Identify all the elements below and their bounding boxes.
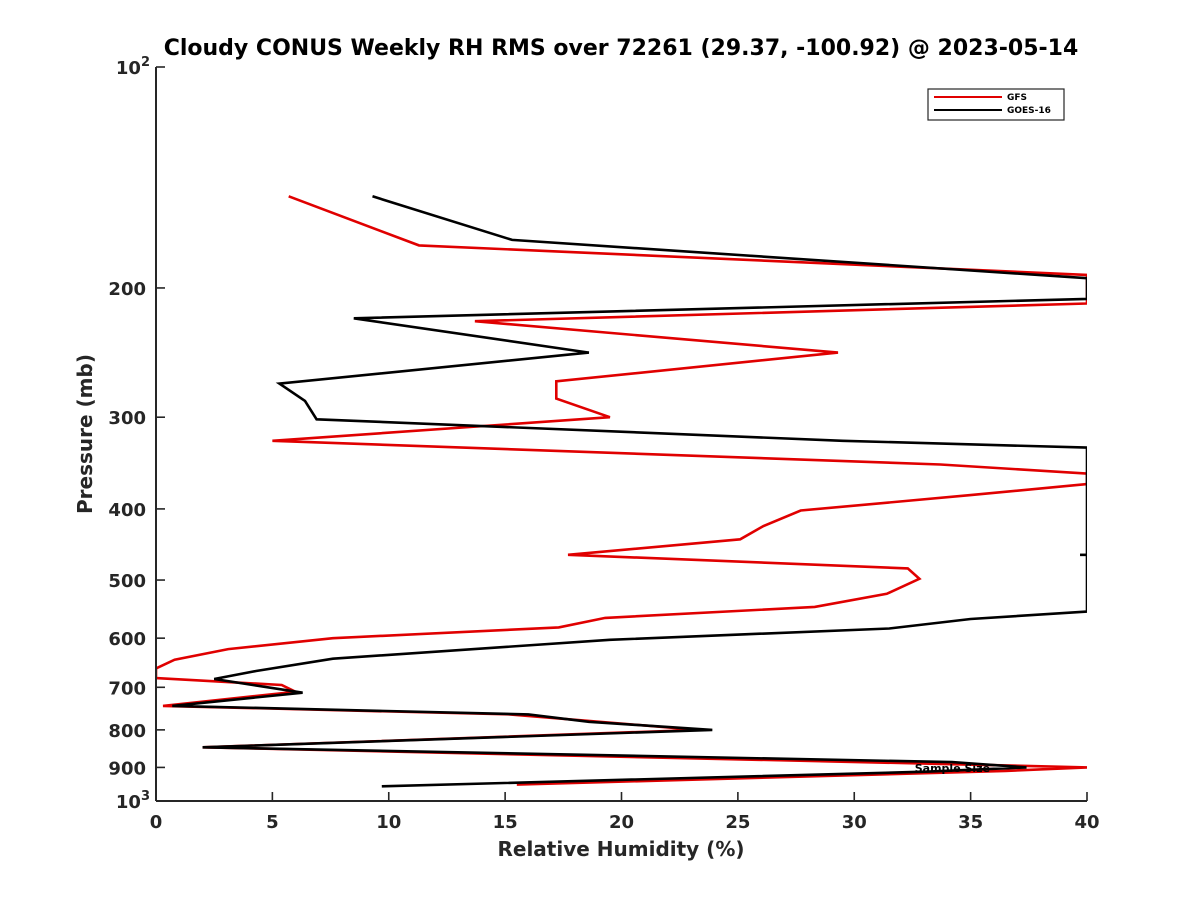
y-tick-label: 102 [116, 55, 150, 79]
y-tick-label: 700 [108, 678, 146, 699]
legend-label-gfs: GFS [1007, 93, 1027, 103]
x-tick-label: 40 [1074, 812, 1099, 833]
y-tick-label: 500 [108, 571, 146, 592]
y-ticks: 102 200 300 400 500 600 700 800 900 103 [108, 55, 165, 813]
x-tick-label: 30 [842, 812, 867, 833]
y-tick-label: 400 [108, 500, 146, 521]
y-axis-label: Pressure (mb) [73, 354, 97, 514]
x-tick-label: 15 [493, 812, 518, 833]
x-tick-label: 25 [725, 812, 750, 833]
x-axis-label: Relative Humidity (%) [497, 837, 744, 861]
legend-box [927, 88, 1065, 121]
series-layer [156, 195, 1087, 788]
y-tick-label: 800 [108, 721, 146, 742]
x-tick-label: 5 [266, 812, 279, 833]
y-tick-label: 900 [108, 758, 146, 779]
chart-title: Cloudy CONUS Weekly RH RMS over 72261 (2… [164, 36, 1079, 61]
y-tick-label: 103 [116, 789, 150, 813]
annotations: Sample Size [915, 762, 990, 775]
x-tick-label: 20 [609, 812, 634, 833]
series-line-goes-16 [172, 195, 1087, 788]
x-tick-label: 10 [376, 812, 401, 833]
legend: GFS GOES-16 [927, 88, 1065, 121]
legend-label-goes-16: GOES-16 [1007, 106, 1051, 116]
annotation-sample-size: Sample Size [915, 762, 990, 775]
x-tick-label: 0 [150, 812, 163, 833]
x-ticks: 0 5 10 15 20 25 30 35 40 [150, 792, 1100, 833]
y-tick-label: 300 [108, 408, 146, 429]
y-tick-label: 200 [108, 279, 146, 300]
plot-area [156, 195, 1087, 788]
y-tick-label: 600 [108, 629, 146, 650]
x-tick-label: 35 [958, 812, 983, 833]
